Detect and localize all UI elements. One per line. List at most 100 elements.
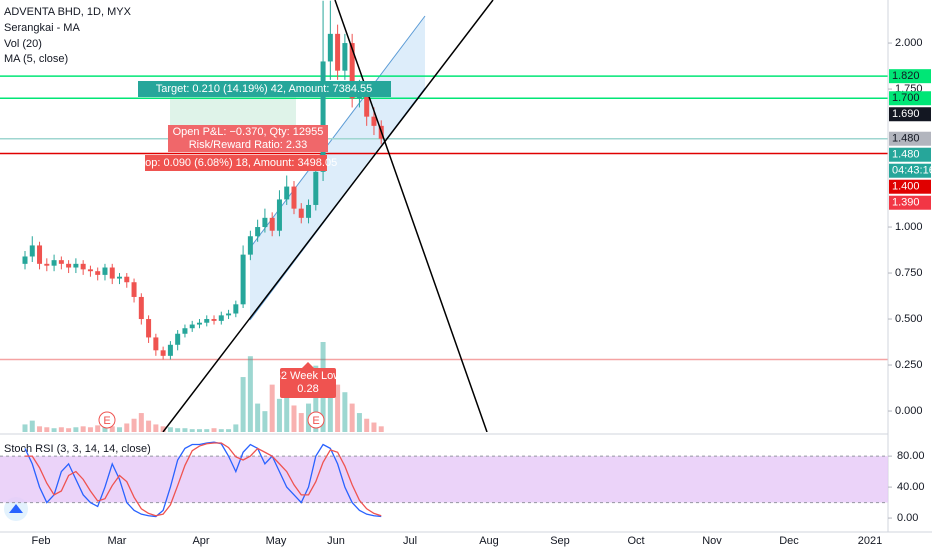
volume-bar: [364, 418, 370, 432]
price-label: 1.480: [892, 133, 920, 145]
volume-bar: [131, 418, 137, 432]
candle-body: [262, 217, 268, 228]
candle-body: [269, 217, 275, 231]
indicator-label: Serangkai - MA: [4, 22, 80, 34]
candle-body: [298, 208, 304, 218]
candle-body: [138, 296, 144, 320]
y-tick-label: 0.500: [895, 313, 923, 325]
x-tick-label: Jul: [403, 535, 417, 547]
volume-bar: [80, 426, 86, 432]
candle-body: [58, 260, 64, 264]
price-label: 1.700: [892, 92, 920, 104]
x-tick-label: Sep: [550, 535, 570, 547]
volume-bar: [298, 413, 304, 432]
price-label-box: [889, 163, 931, 178]
trend-line: [334, 0, 488, 432]
candle-body: [131, 282, 137, 297]
candle-body: [255, 227, 261, 237]
volume-bar: [196, 429, 202, 432]
volume-bar: [58, 427, 64, 432]
position-tool: Target: 0.210 (14.19%) 42, Amount: 7384.…: [135, 81, 391, 171]
volume-bar: [255, 403, 261, 432]
rsi-line: [25, 442, 382, 517]
candle-body: [87, 269, 93, 272]
candle-body: [247, 236, 253, 255]
candle-body: [95, 271, 101, 275]
candle-body: [226, 313, 232, 316]
volume-bar: [138, 413, 144, 432]
y-tick-label: 0.750: [895, 267, 923, 279]
candle-body: [306, 204, 312, 218]
indicator-label: Stoch RSI (3, 3, 14, 14, close): [4, 443, 151, 455]
event-label: E: [312, 415, 319, 427]
candle-body: [182, 328, 188, 334]
volume-bar: [335, 384, 341, 432]
x-tick-label: Aug: [479, 535, 499, 547]
volume-bar: [37, 426, 43, 432]
candle-body: [160, 350, 166, 356]
events: E E: [98, 411, 325, 429]
rsi-pane: [0, 441, 888, 518]
candle-body: [175, 333, 181, 345]
y-tick-label: 40.00: [897, 481, 925, 493]
candle-body: [320, 61, 326, 172]
volume-bar: [66, 428, 72, 432]
pnl-box: [168, 125, 328, 152]
volume-bar: [349, 403, 355, 432]
volume-bar: [22, 424, 28, 432]
candle-body: [204, 319, 210, 323]
candle-body: [335, 33, 341, 71]
volume-bar: [247, 356, 253, 432]
volume-bar: [182, 428, 188, 432]
y-tick-label: 2.000: [895, 37, 923, 49]
ratio-label: Risk/Reward Ratio: 2.33: [189, 139, 308, 151]
volume-bar: [124, 423, 130, 432]
logo-mark: [9, 504, 23, 513]
volume-bar: [226, 429, 232, 432]
candle-body: [364, 89, 370, 117]
volume-bar: [211, 428, 217, 432]
event-label: E: [103, 415, 110, 427]
candle-body: [342, 43, 348, 71]
candle-body: [371, 116, 377, 126]
symbol-title: ADVENTA BHD, 1D, MYX: [4, 6, 132, 18]
indicator-label: Vol (20): [4, 38, 42, 50]
candle-body: [124, 276, 130, 283]
stop-label: Stop: 0.090 (6.08%) 18, Amount: 3498.05: [135, 157, 337, 169]
trend-line: [162, 0, 494, 432]
x-tick-label: May: [266, 535, 287, 547]
rsi-band: [0, 456, 888, 503]
volume-bar: [313, 365, 319, 432]
x-tick-label: Mar: [108, 535, 127, 547]
volume-bar: [262, 411, 268, 432]
candle-body: [109, 267, 115, 279]
candle-body: [196, 322, 202, 325]
volume-bar: [284, 375, 290, 432]
marker-pointer: [302, 362, 314, 368]
candle-body: [349, 43, 355, 99]
price-label-box: [889, 131, 931, 146]
volume-bar: [204, 429, 210, 432]
candle-body: [29, 245, 35, 257]
event-marker: [307, 411, 325, 429]
rsi-line: [24, 441, 382, 518]
y-tick-label: 1.000: [895, 221, 923, 233]
candle-body: [153, 337, 159, 351]
y-tick-label: 0.00: [897, 512, 918, 524]
drawings: [162, 0, 494, 432]
x-tick-label: Jun: [327, 535, 345, 547]
pnl-label: Open P&L: −0.370, Qty: 12955: [173, 126, 324, 138]
price-label: 1.480: [892, 149, 920, 161]
price-label-box: [889, 179, 931, 194]
candle-body: [66, 263, 72, 268]
y-tick-label: 0.000: [895, 405, 923, 417]
price-label-box: [889, 195, 931, 210]
marker-value: 0.28: [297, 383, 318, 395]
candle-body: [146, 319, 152, 338]
volume-bar: [327, 373, 333, 432]
price-label-box: [889, 69, 931, 84]
price-label: 04:43:16: [892, 165, 932, 177]
volume-bar: [153, 424, 159, 432]
candle-body: [327, 33, 333, 62]
volume-bar: [240, 377, 246, 432]
